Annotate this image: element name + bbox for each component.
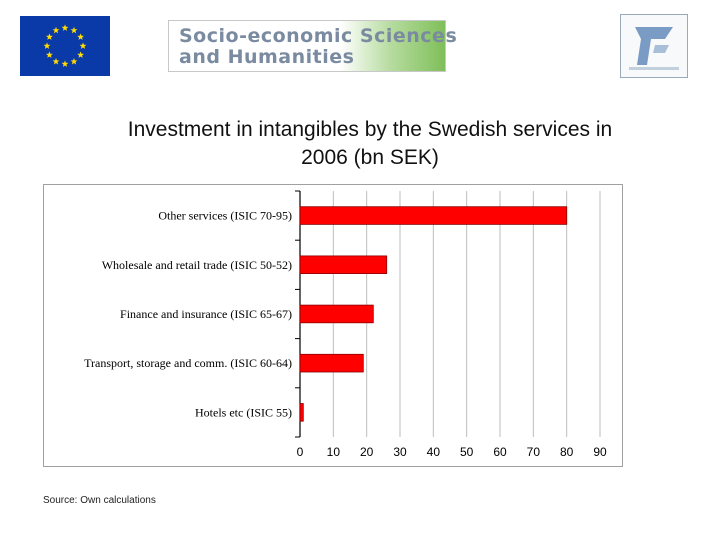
eu-stars-icon — [43, 24, 87, 67]
bar-chart: Other services (ISIC 70-95) Wholesale and… — [84, 190, 607, 459]
fp7-emblem-icon — [629, 27, 679, 70]
x-tick-label: 30 — [393, 445, 407, 459]
eu-star-icon — [52, 26, 60, 34]
fp7-logo — [620, 14, 688, 78]
category-label: Wholesale and retail trade (ISIC 50-52) — [102, 258, 292, 272]
bar — [299, 353, 364, 373]
category-label: Hotels etc (ISIC 55) — [195, 405, 292, 419]
x-tick-label: 90 — [593, 445, 607, 459]
eu-star-icon — [45, 33, 53, 40]
ssh-logo-line2: and Humanities — [179, 46, 355, 68]
bar — [299, 255, 388, 275]
eu-star-icon — [43, 42, 51, 49]
slide-title: Investment in intangibles by the Swedish… — [40, 116, 700, 172]
chart-frame: Other services (ISIC 70-95) Wholesale and… — [43, 184, 623, 467]
ssh-logo-line1: Socio-economic Sciences — [179, 25, 458, 47]
x-tick-label: 50 — [460, 445, 474, 459]
eu-star-icon — [61, 24, 69, 31]
bar — [299, 304, 374, 324]
bar — [299, 206, 568, 225]
x-tick-label: 0 — [297, 445, 304, 459]
eu-star-icon — [77, 33, 85, 40]
eu-star-icon — [70, 57, 78, 65]
x-tick-label: 80 — [560, 445, 574, 459]
eu-star-icon — [70, 26, 78, 34]
x-tick-label: 10 — [327, 445, 341, 459]
bar — [299, 403, 304, 422]
eu-flag-logo — [20, 16, 110, 76]
eu-star-icon — [52, 57, 60, 65]
category-label: Other services (ISIC 70-95) — [158, 209, 292, 223]
source-note: Source: Own calculations — [43, 495, 156, 506]
socio-economic-sciences-logo: Socio-economic Sciences and Humanities — [168, 20, 457, 72]
slide-title-line1: Investment in intangibles by the Swedish… — [127, 118, 613, 141]
eu-star-icon — [79, 42, 87, 49]
eu-star-icon — [61, 60, 69, 67]
slide-title-line2: 2006 (bn SEK) — [301, 146, 439, 169]
x-tick-label: 60 — [493, 445, 507, 459]
x-tick-label: 40 — [427, 445, 441, 459]
eu-star-icon — [45, 51, 53, 58]
x-tick-label: 70 — [527, 445, 541, 459]
category-label: Transport, storage and comm. (ISIC 60-64… — [84, 356, 292, 370]
category-label: Finance and insurance (ISIC 65-67) — [120, 307, 292, 321]
x-tick-label: 20 — [360, 445, 374, 459]
eu-star-icon — [77, 51, 85, 58]
